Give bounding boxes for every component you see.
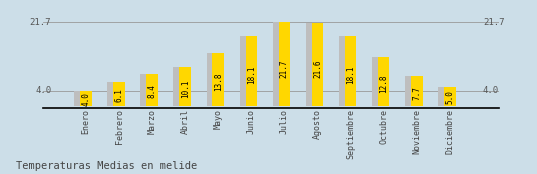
- Bar: [80, 90, 92, 106]
- Bar: [207, 53, 218, 106]
- Bar: [240, 36, 251, 106]
- Text: 7.7: 7.7: [412, 86, 421, 100]
- Bar: [273, 22, 284, 106]
- Text: 18.1: 18.1: [346, 65, 355, 84]
- Text: 8.4: 8.4: [148, 84, 157, 98]
- Bar: [339, 36, 351, 106]
- Text: 4.0: 4.0: [35, 86, 51, 95]
- Bar: [107, 82, 119, 106]
- Text: 12.8: 12.8: [379, 74, 388, 93]
- Text: 21.6: 21.6: [313, 59, 322, 78]
- Bar: [372, 57, 383, 106]
- Bar: [179, 67, 191, 106]
- Bar: [113, 82, 125, 106]
- Bar: [306, 23, 317, 106]
- Bar: [438, 87, 449, 106]
- Text: 4.0: 4.0: [483, 86, 499, 95]
- Text: 5.0: 5.0: [445, 90, 454, 104]
- Bar: [245, 36, 257, 106]
- Bar: [405, 76, 417, 106]
- Text: 4.0: 4.0: [82, 92, 90, 106]
- Bar: [213, 53, 224, 106]
- Text: 10.1: 10.1: [180, 79, 190, 98]
- Text: Temperaturas Medias en melide: Temperaturas Medias en melide: [16, 161, 198, 171]
- Bar: [279, 22, 290, 106]
- Text: 21.7: 21.7: [483, 18, 504, 27]
- Bar: [378, 57, 389, 106]
- Bar: [74, 90, 86, 106]
- Text: 18.1: 18.1: [247, 65, 256, 84]
- Bar: [146, 74, 158, 106]
- Text: 6.1: 6.1: [114, 88, 124, 102]
- Bar: [173, 67, 185, 106]
- Bar: [411, 76, 423, 106]
- Bar: [444, 87, 455, 106]
- Text: 21.7: 21.7: [30, 18, 51, 27]
- Text: 21.7: 21.7: [280, 59, 289, 78]
- Bar: [311, 23, 323, 106]
- Text: 13.8: 13.8: [214, 73, 223, 91]
- Bar: [345, 36, 357, 106]
- Bar: [140, 74, 152, 106]
